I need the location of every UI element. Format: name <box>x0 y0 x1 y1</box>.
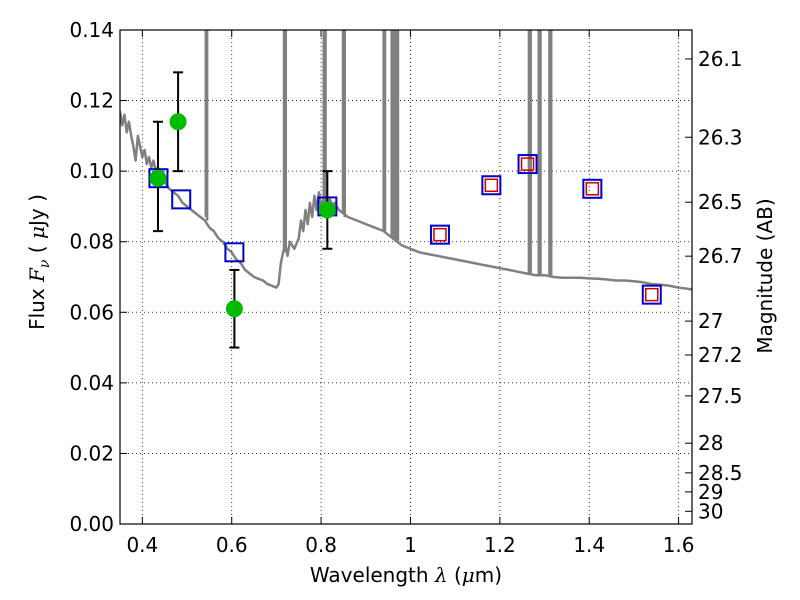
limit-flux-square <box>433 227 447 242</box>
magnitude-tick-label: 26.5 <box>698 190 743 214</box>
observed-flux-point <box>169 113 187 131</box>
limit-flux-square <box>520 157 535 171</box>
magnitude-tick-label: 27.5 <box>698 384 743 408</box>
magnitude-tick-label: 28 <box>698 431 723 455</box>
x-axis: 0.4 0.6 0.8 1 1.2 1.4 1.6 <box>126 30 695 557</box>
model-flux-square <box>517 154 538 175</box>
model-flux-square <box>641 284 662 305</box>
x-tick-label: 1.2 <box>484 533 516 557</box>
observed-flux-point <box>225 300 243 318</box>
magnitude-axis-label: Magnitude (AB) <box>753 198 777 353</box>
y-tick-label: 0.12 <box>69 89 114 113</box>
x-tick-label: 1 <box>404 533 417 557</box>
magnitude-tick-label: 28.5 <box>698 461 743 485</box>
x-tick-label: 0.6 <box>216 533 248 557</box>
x-tick-label: 0.8 <box>305 533 337 557</box>
x-tick-label: 0.4 <box>126 533 158 557</box>
model-flux-square <box>429 224 450 245</box>
y-tick-label: 0.04 <box>69 371 114 395</box>
limit-flux-square <box>484 178 499 193</box>
x-tick-label: 1.4 <box>573 533 605 557</box>
y-tick-label: 0.14 <box>69 18 114 42</box>
model-flux-square <box>224 242 245 263</box>
y-tick-label: 0.08 <box>69 230 114 254</box>
x-tick-label: 1.6 <box>663 533 695 557</box>
y-axis: 0.00 0.02 0.04 0.06 0.08 0.10 0.12 0.14 <box>69 18 127 536</box>
y-tick-label: 0.02 <box>69 441 114 465</box>
grid-lines <box>120 30 692 524</box>
model-flux-square <box>481 175 502 196</box>
magnitude-tick-label: 27.2 <box>698 343 743 367</box>
magnitude-tick-label: 26.3 <box>698 125 743 149</box>
observed-flux-point <box>149 169 167 187</box>
y-tick-label: 0.00 <box>69 512 114 536</box>
points-layer <box>148 71 662 349</box>
plot-frame <box>119 29 693 525</box>
model-flux-square <box>171 189 192 210</box>
y-tick-label: 0.06 <box>69 300 114 324</box>
plot-area <box>120 30 692 349</box>
magnitude-tick-label: 29 <box>698 480 723 504</box>
x-axis-label: Wavelength λ (μm) <box>310 563 502 587</box>
magnitude-tick-label: 30 <box>698 499 723 523</box>
magnitude-tick-label: 27 <box>698 309 723 333</box>
limit-flux-square <box>585 182 600 196</box>
magnitude-tick-label: 26.7 <box>698 244 743 268</box>
model-flux-square <box>582 178 603 199</box>
magnitude-tick-label: 26.1 <box>698 47 743 71</box>
observed-flux-point <box>318 201 336 219</box>
limit-flux-square <box>645 287 659 302</box>
y-tick-label: 0.10 <box>69 159 114 183</box>
